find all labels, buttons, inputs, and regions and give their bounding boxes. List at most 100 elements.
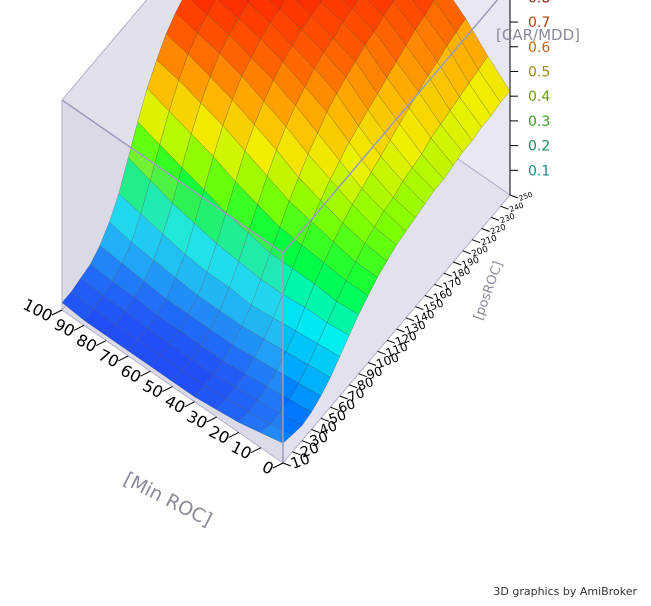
- y-tick-mark: [415, 306, 424, 311]
- y-tick-mark: [509, 194, 519, 199]
- z-tick-label: 0.6: [528, 40, 550, 56]
- y-tick-mark: [434, 283, 443, 288]
- surface-mesh: [61, 0, 511, 444]
- surface-cell: [168, 329, 202, 360]
- surface-cell: [307, 343, 341, 378]
- surface-cell: [336, 280, 369, 315]
- x-tick-mark: [73, 324, 85, 331]
- z-tick-label: 0.4: [528, 89, 550, 105]
- x-tick-mark: [206, 416, 217, 423]
- surface-cell: [285, 330, 318, 366]
- surface-cell: [213, 360, 246, 388]
- z-tick-label: 0.5: [528, 64, 550, 80]
- surface-cell: [402, 167, 435, 205]
- surface-cell: [269, 226, 303, 269]
- y-tick-label: 240: [508, 201, 525, 214]
- x-tick-mark: [184, 401, 195, 408]
- y-tick-mark: [396, 328, 405, 333]
- y-tick-label: 250: [518, 190, 535, 203]
- y-tick-label: 40: [317, 418, 339, 439]
- surface-cell: [150, 354, 183, 382]
- surface-cell: [411, 153, 445, 191]
- x-tick-mark: [140, 370, 151, 377]
- surface-cell: [390, 0, 395, 3]
- surface-cell: [298, 364, 331, 397]
- surface-cell: [421, 137, 454, 180]
- y-tick-mark: [405, 317, 415, 322]
- y-tick-label: 10: [288, 449, 312, 472]
- y-tick-mark: [490, 216, 500, 221]
- surface-cell: [146, 59, 179, 112]
- surface-cell: [269, 412, 303, 435]
- box-edge: [61, 0, 499, 255]
- surface-cell: [266, 149, 299, 202]
- credit-text: 3D graphics by AmiBroker: [493, 585, 637, 598]
- surface-cell: [269, 0, 286, 10]
- surface-cell: [213, 125, 246, 183]
- y-tick-mark: [330, 406, 339, 411]
- surface-cell: [187, 32, 220, 78]
- x-tick-mark: [162, 386, 173, 392]
- y-tick-mark: [377, 350, 386, 355]
- surface-cell: [430, 123, 464, 167]
- y-tick-label: 50: [327, 407, 349, 428]
- plot-box-front: [61, 0, 499, 463]
- x-tick-mark: [228, 431, 240, 438]
- y-tick-label: 70: [346, 386, 367, 406]
- surface-cell: [317, 322, 350, 357]
- surface-cell: [150, 144, 183, 204]
- y-tick-mark: [443, 272, 452, 277]
- z-tick-label: 0.7: [528, 15, 550, 31]
- y-tick-label: 90: [365, 363, 385, 383]
- y-tick-mark: [453, 261, 462, 266]
- surface-cell: [175, 0, 208, 34]
- x-tick-mark: [118, 355, 129, 362]
- x-tick-mark: [51, 309, 63, 316]
- y-tick-mark: [301, 440, 311, 445]
- surface-cell: [178, 53, 211, 104]
- z-tick-label: 0.8: [528, 0, 550, 6]
- z-tick-label: 0.2: [528, 139, 550, 155]
- x-tick-mark: [95, 340, 107, 347]
- y-tick-label: 230: [499, 212, 516, 226]
- surface-cell: [449, 96, 482, 142]
- y-tick-mark: [311, 429, 320, 433]
- y-tick-mark: [358, 373, 367, 378]
- x-tick-label: 100: [20, 295, 56, 326]
- x-tick-mark: [272, 462, 284, 469]
- z-tick-label: 0.1: [528, 163, 550, 179]
- y-tick-mark: [367, 362, 377, 366]
- surface-cell: [194, 385, 227, 411]
- front-wall-left: [62, 100, 283, 463]
- y-tick-mark: [481, 228, 490, 232]
- y-tick-label: 30: [308, 429, 331, 450]
- y-tick-mark: [500, 205, 509, 210]
- surface-cell: [124, 296, 158, 329]
- surface-cell: [105, 324, 139, 352]
- surface-cell: [191, 102, 224, 158]
- y-tick-mark: [424, 295, 434, 299]
- surface-cell: [197, 14, 230, 54]
- y-tick-label: 210: [480, 233, 499, 248]
- x-axis-label: [Min ROC]: [120, 468, 216, 531]
- y-tick-label: 20: [298, 439, 321, 461]
- z-tick-label: 0.3: [528, 114, 550, 130]
- y-axis-label: [posROC]: [471, 259, 506, 322]
- y-tick-mark: [462, 250, 471, 255]
- y-tick-mark: [320, 417, 330, 422]
- z-axis-label: [CAR/MDD]: [496, 26, 580, 44]
- surface-cell: [318, 0, 323, 3]
- surface-cell: [140, 179, 173, 235]
- z-axis-ticks: 0.1 0.2 0.3 0.4 0.5 0.6 0.7 0.8: [509, 0, 550, 195]
- y-tick-mark: [282, 462, 292, 467]
- y-tick-mark: [349, 384, 358, 389]
- surface-cell: [260, 423, 293, 444]
- surface-cell: [143, 259, 176, 300]
- surface-cell: [342, 0, 359, 10]
- surface-cell: [244, 0, 251, 3]
- y-tick-mark: [471, 239, 481, 244]
- y-tick-label: 80: [355, 375, 375, 395]
- y-tick-mark: [386, 339, 396, 344]
- y-tick-label: 60: [337, 397, 358, 417]
